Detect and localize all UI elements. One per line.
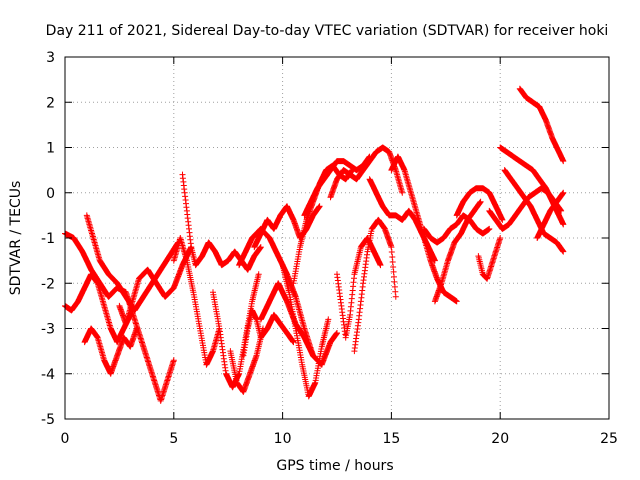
series-track-13: [227, 325, 266, 395]
data-point-markers: [497, 144, 567, 228]
series-track-28: [501, 167, 567, 255]
series-track-06: [179, 171, 264, 273]
x-tick-label: 5: [169, 431, 178, 447]
y-tick-label: -1: [41, 231, 55, 247]
series-track-30: [534, 189, 567, 241]
series-track-24: [453, 185, 506, 223]
data-point-markers: [501, 167, 567, 255]
data-point-markers: [516, 85, 567, 165]
series-track-27: [497, 144, 567, 228]
data-point-markers: [227, 325, 266, 395]
y-tick-label: -4: [41, 367, 55, 383]
data-point-markers: [179, 171, 264, 273]
data-point-markers: [116, 244, 195, 327]
x-tick-label: 10: [274, 431, 292, 447]
y-tick-label: -3: [41, 322, 55, 338]
series-track-19: [351, 216, 399, 355]
y-tick-label: 0: [46, 186, 55, 202]
series-track-25: [475, 235, 504, 282]
data-point-markers: [453, 185, 506, 223]
data-point-markers: [301, 153, 373, 219]
series-track-05: [116, 244, 195, 327]
y-tick-label: 3: [46, 50, 55, 66]
data-point-markers: [81, 325, 140, 377]
series-track-01: [62, 230, 177, 404]
series-track-17: [327, 144, 406, 201]
series-track-12: [279, 262, 332, 400]
data-point-markers: [170, 235, 223, 368]
y-tick-label: -2: [41, 276, 55, 292]
axis-ticks: 0 5 10 15 20 25 -5 -4 -3 -2 -1 0 1 2 3: [41, 50, 618, 447]
x-tick-label: 25: [600, 431, 618, 447]
x-tick-label: 0: [61, 431, 70, 447]
y-tick-label: 2: [46, 95, 55, 111]
data-point-markers: [475, 235, 504, 282]
series-track-29: [516, 85, 567, 165]
data-point-markers: [83, 212, 182, 314]
series-track-04: [81, 325, 140, 377]
y-tick-label: 1: [46, 141, 55, 157]
data-marks: [62, 85, 567, 404]
series-track-16: [301, 153, 373, 219]
y-axis-label: SDTVAR / TECUs: [8, 181, 24, 296]
data-point-markers: [62, 230, 177, 404]
chart-title: Day 211 of 2021, Sidereal Day-to-day VTE…: [46, 23, 609, 39]
data-point-markers: [351, 216, 399, 355]
x-tick-label: 20: [491, 431, 509, 447]
data-point-markers: [279, 262, 332, 400]
x-axis-label: GPS time / hours: [276, 458, 393, 474]
y-tick-label: -5: [41, 412, 55, 428]
series-track-07: [170, 235, 223, 368]
data-point-markers: [327, 144, 406, 201]
series-track-03: [83, 212, 182, 314]
data-point-markers: [431, 198, 484, 305]
x-tick-label: 15: [382, 431, 400, 447]
series-track-23: [431, 198, 484, 305]
data-point-markers: [534, 189, 567, 241]
